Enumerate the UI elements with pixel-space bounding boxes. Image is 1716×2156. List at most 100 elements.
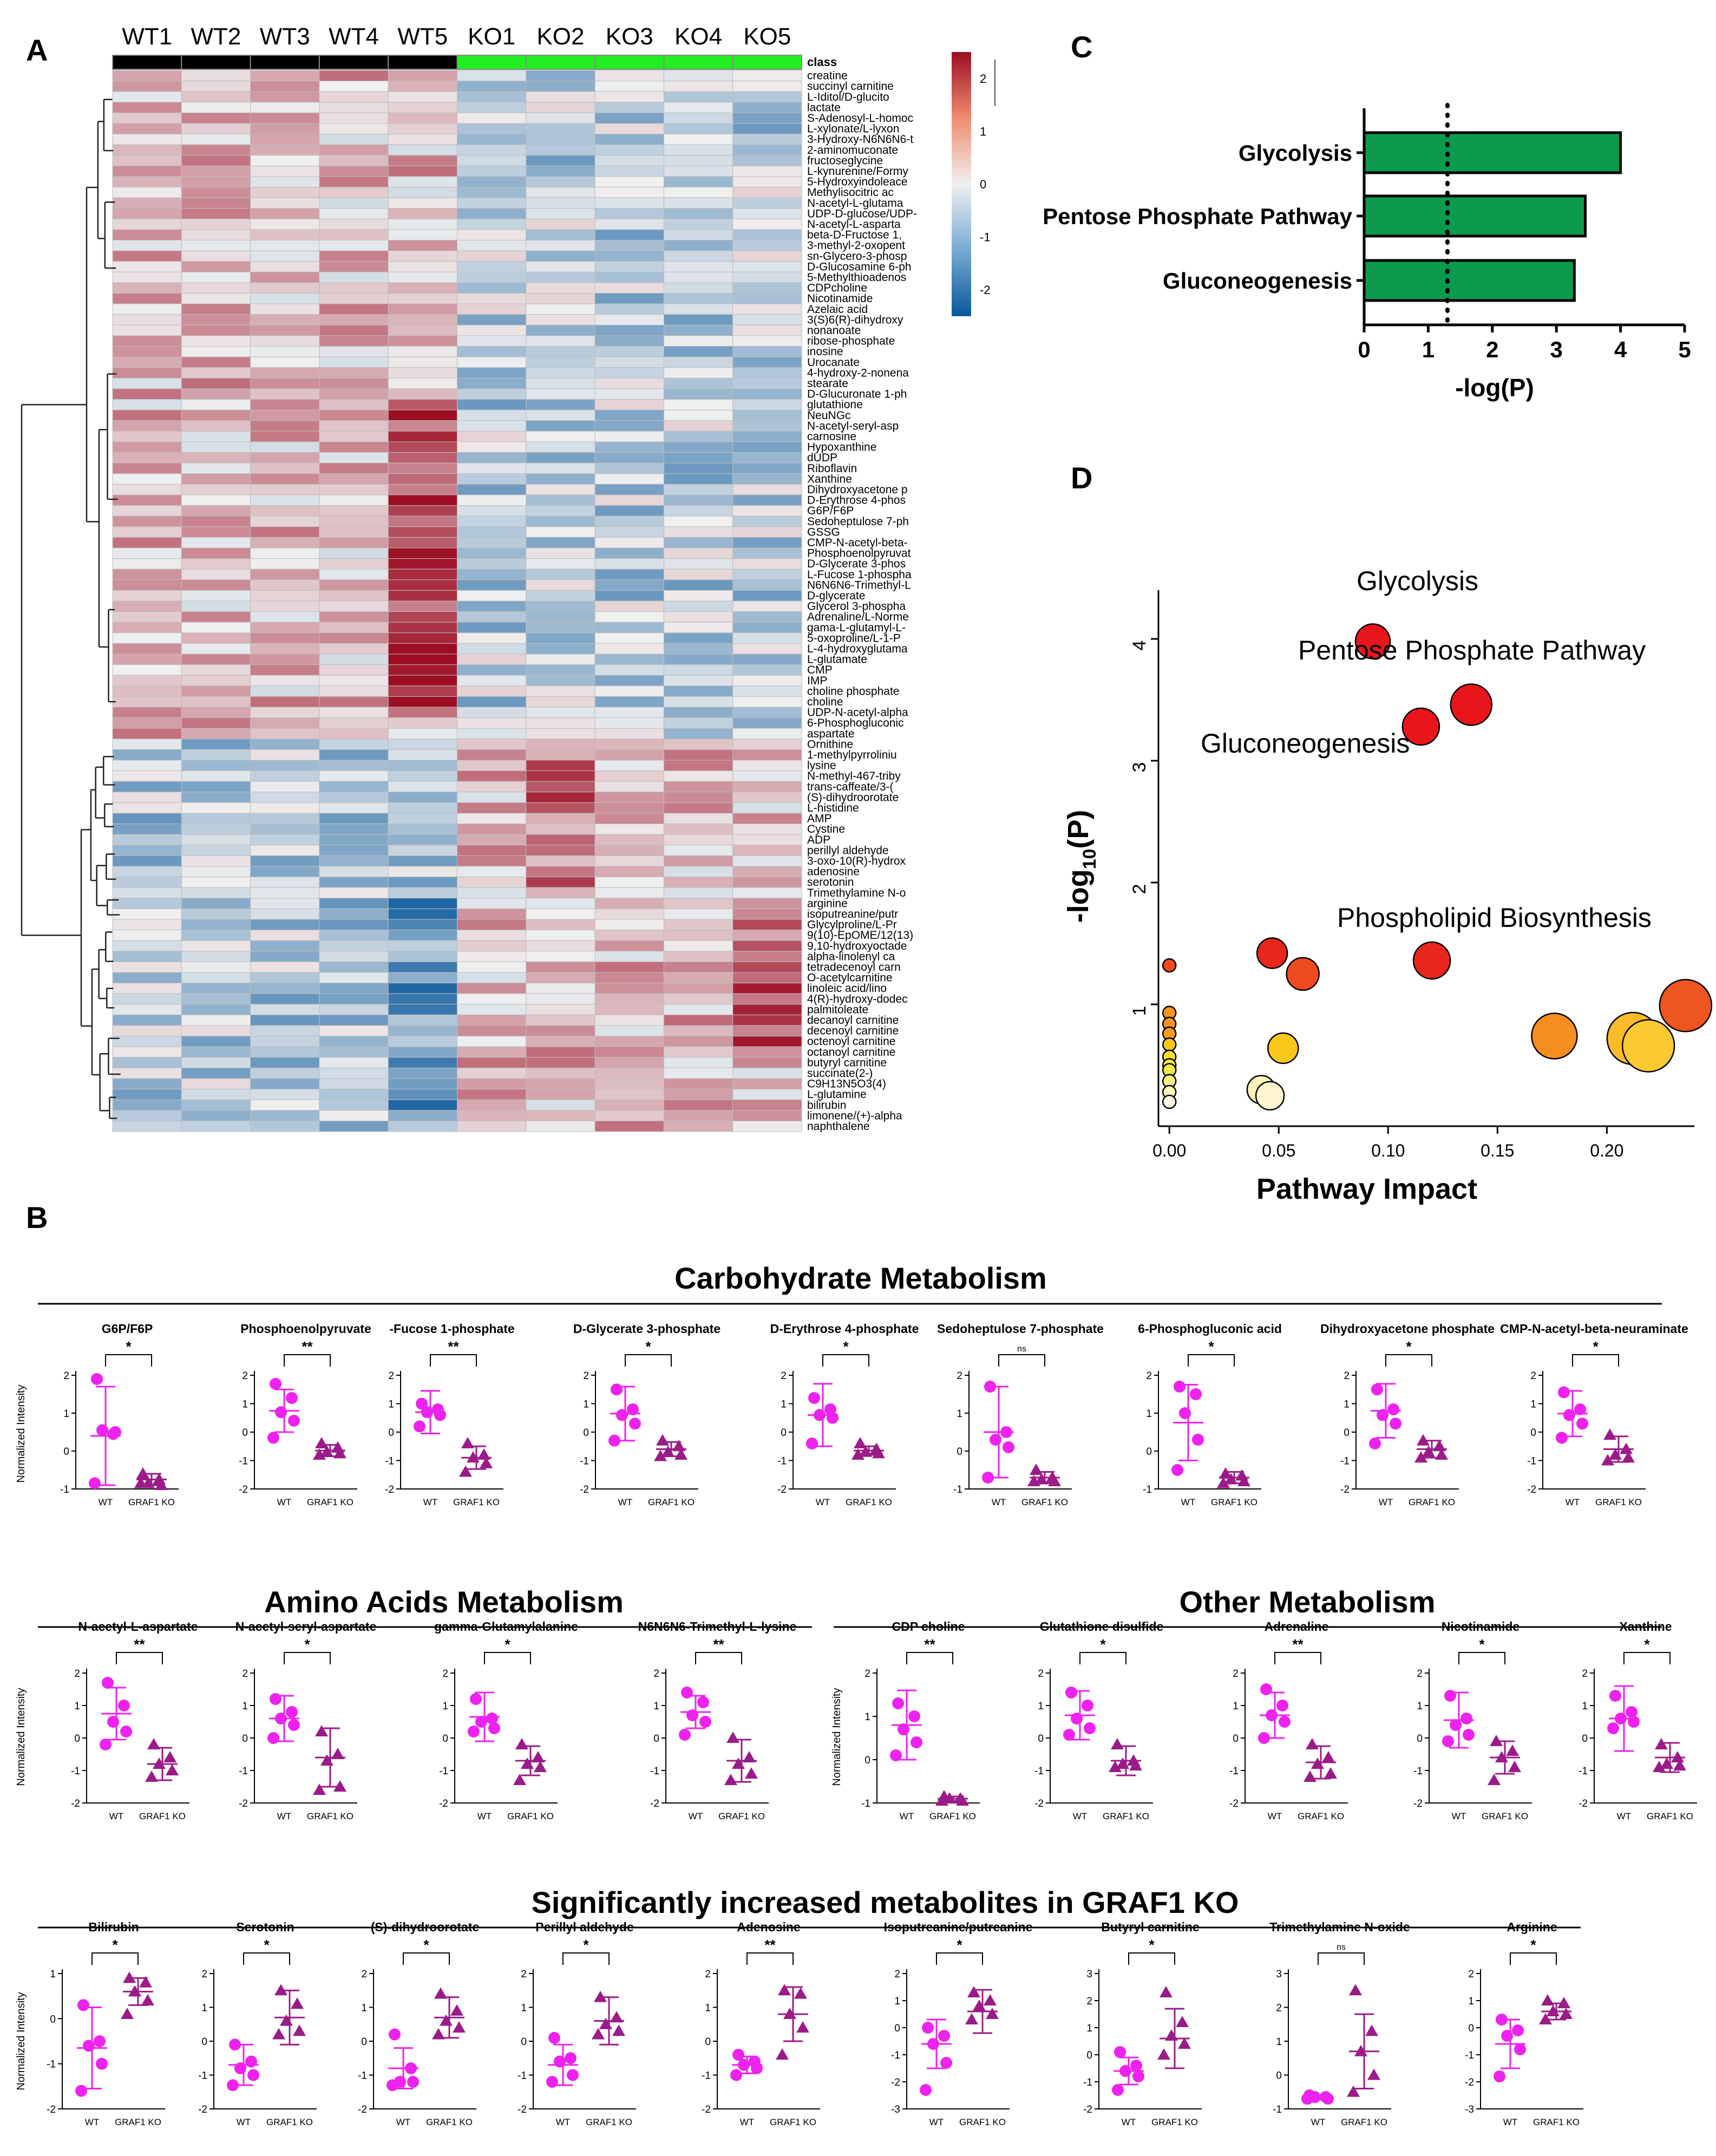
heatmap-cell xyxy=(663,707,733,718)
metabolite-label: N-methyl-467-triby xyxy=(807,770,901,782)
heatmap-cell xyxy=(526,282,595,294)
heatmap-cell xyxy=(594,569,664,580)
heatmap-cell xyxy=(457,1014,527,1026)
heatmap-cell xyxy=(663,218,733,230)
heatmap-cell xyxy=(732,579,802,591)
significance-bracket xyxy=(562,1952,610,1965)
plot-y-tick-label: 0 xyxy=(781,1427,787,1439)
metabolite-label: Trimethylamine N-o xyxy=(807,887,906,899)
plot-y-tick-label: -1 xyxy=(777,1456,787,1467)
x-tick-label: 0.00 xyxy=(1152,1141,1186,1160)
wt-point xyxy=(468,1726,480,1737)
metabolite-label: CMP-N-acetyl-beta- xyxy=(807,537,908,549)
heatmap-cell xyxy=(319,887,389,899)
heatmap-cell xyxy=(319,155,389,166)
heatmap-cell xyxy=(457,887,527,899)
wt-point xyxy=(1301,2093,1313,2105)
class-cell xyxy=(250,55,320,70)
ko-point xyxy=(1178,2037,1191,2049)
heatmap-cell xyxy=(526,611,595,623)
plot-y-tick-label: -1 xyxy=(891,2050,900,2061)
heatmap-cell xyxy=(250,240,320,251)
heatmap-cell xyxy=(457,675,527,687)
plot-x-label-ko: GRAF1 KO xyxy=(648,1497,695,1507)
heatmap-cell xyxy=(526,462,595,474)
heatmap-cell xyxy=(457,335,527,347)
plot-y-tick-label: -3 xyxy=(1465,2104,1474,2115)
heatmap-cell xyxy=(112,558,182,570)
plot-x-label-ko: GRAF1 KO xyxy=(929,1811,976,1821)
heatmap-cell xyxy=(388,515,458,527)
pathway-point xyxy=(1267,1032,1299,1064)
wt-point xyxy=(100,1739,112,1750)
ko-point xyxy=(1433,1440,1446,1452)
metabolite-label: bilirubin xyxy=(807,1099,846,1112)
significance-bracket xyxy=(116,1652,163,1664)
significance-label: * xyxy=(1406,1338,1412,1355)
heatmap-cell xyxy=(732,112,802,124)
metabolite-label: L-glutamine xyxy=(807,1088,867,1101)
heatmap-cell xyxy=(663,717,733,729)
heatmap-cell xyxy=(457,983,527,994)
x-tick-label: 0.15 xyxy=(1481,1141,1514,1160)
heatmap-cell xyxy=(181,1067,251,1079)
ko-point xyxy=(333,1780,346,1792)
heatmap-cell xyxy=(388,102,458,113)
heatmap-cell xyxy=(388,983,458,994)
wt-point xyxy=(1609,1690,1621,1702)
wt-point xyxy=(927,2038,939,2050)
heatmap-cell xyxy=(319,367,389,378)
heatmap-cell xyxy=(526,208,595,219)
heatmap-cell xyxy=(526,622,595,633)
metabolite-label: L-Fucose 1-phospha xyxy=(807,569,912,581)
wt-point xyxy=(77,1999,89,2011)
heatmap-cell xyxy=(112,993,182,1005)
plot-title: Glutathione disulfide xyxy=(1040,1619,1164,1634)
wt-point xyxy=(1174,1381,1186,1393)
heatmap-cell xyxy=(250,473,320,485)
heatmap-cell xyxy=(457,919,527,931)
heatmap-cell xyxy=(457,558,527,570)
plot-y-tick-label: 1 xyxy=(1530,1399,1536,1410)
annotation-glycolysis: Glycolysis xyxy=(1357,566,1478,596)
heatmap-cell xyxy=(663,951,733,962)
heatmap-cell xyxy=(250,898,320,909)
ko-point xyxy=(440,2014,453,2026)
metabolite-label: ADP xyxy=(807,834,830,846)
heatmap-cell xyxy=(594,462,664,474)
heatmap-cell xyxy=(594,356,664,368)
heatmap-cell xyxy=(526,526,595,538)
ko-point xyxy=(1547,2005,1560,2016)
heatmap-cell xyxy=(526,940,595,952)
heatmap-cell xyxy=(250,834,320,846)
heatmap-cell xyxy=(663,834,733,846)
wt-point xyxy=(1063,1729,1075,1741)
pathway-point xyxy=(1621,1019,1675,1073)
metabolite-label: UDP-N-acetyl-alpha xyxy=(807,707,908,719)
ko-point xyxy=(1422,1445,1435,1457)
heatmap-cell xyxy=(388,887,458,899)
significance-label: * xyxy=(645,1338,651,1355)
heatmap-cell xyxy=(526,1089,595,1100)
plot-y-tick-label: 2 xyxy=(1530,1370,1536,1382)
heatmap-cell xyxy=(457,409,527,421)
significance-label: * xyxy=(264,1937,270,1953)
heatmap-cell xyxy=(663,293,733,304)
dendrogram-branch xyxy=(105,931,114,962)
heatmap-cell xyxy=(732,664,802,676)
plot-y-tick-label: 0 xyxy=(957,1446,962,1458)
heatmap-cell xyxy=(181,473,251,485)
heatmap-cell xyxy=(388,324,458,336)
heatmap-cell xyxy=(526,420,595,432)
heatmap-cell xyxy=(663,919,733,931)
heatmap-cell xyxy=(181,399,251,410)
ko-point xyxy=(1237,1475,1250,1486)
wt-point xyxy=(1463,1729,1475,1741)
heatmap-cell xyxy=(319,515,389,527)
wt-point xyxy=(1460,1713,1472,1724)
heatmap-cell xyxy=(526,834,595,846)
heatmap-cell xyxy=(181,1057,251,1068)
